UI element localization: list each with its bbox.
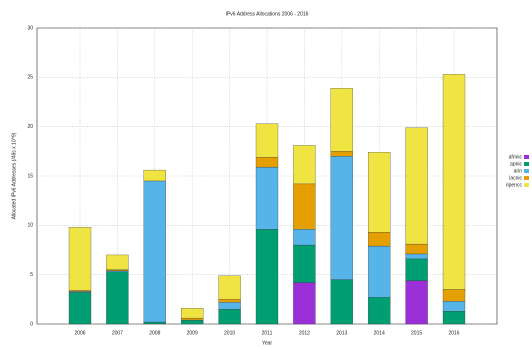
bar-segment [293, 282, 316, 325]
x-tick-label: 2012 [299, 330, 310, 336]
legend-swatch [524, 162, 529, 166]
bar-segment [442, 301, 466, 312]
y-tick-label: 15 [27, 173, 33, 179]
bar-segment [181, 317, 204, 321]
bar-segment [143, 180, 166, 323]
bar-segment [330, 151, 353, 157]
legend-label: lacnic [509, 175, 522, 181]
bar-segment [143, 169, 166, 182]
x-axis-label: Year [262, 340, 272, 346]
y-tick-label: 20 [27, 124, 33, 130]
y-tick-label: 0 [30, 321, 33, 327]
bar-segment [368, 232, 391, 247]
y-tick-label: 5 [30, 272, 33, 278]
bar-segment [255, 166, 279, 230]
bar-segment [368, 245, 391, 298]
bar-segment [293, 183, 316, 230]
x-tick-label: 2014 [374, 330, 385, 336]
bar-segment [330, 156, 353, 280]
bar-segment [181, 319, 204, 325]
bar-segment [255, 123, 279, 158]
bar-segment [218, 299, 241, 303]
bar-segment [442, 289, 466, 302]
bar-segment [218, 275, 241, 300]
legend-label: apnic [510, 161, 522, 167]
x-tick-label: 2010 [224, 330, 235, 336]
bar-segment [106, 271, 129, 325]
bar-segment [143, 321, 166, 325]
chart-title: IPv6 Address Allocations 2006 - 2016 [226, 11, 309, 17]
bar-segment [293, 244, 316, 283]
y-tick-label: 25 [27, 75, 33, 81]
x-tick-label: 2011 [262, 330, 273, 336]
x-tick-label: 2015 [411, 330, 422, 336]
y-axis-label: Allocated IPv6 Addresses (/48s x 10^9) [11, 132, 17, 219]
bar-segment [405, 253, 428, 260]
x-tick-label: 2007 [112, 330, 123, 336]
bar-segment [255, 157, 279, 168]
legend-label: ripencc [506, 182, 523, 188]
legend-label: arin [514, 168, 523, 174]
x-tick-label: 2006 [74, 330, 85, 336]
bar-segment [405, 243, 428, 255]
bar-segment [255, 229, 279, 325]
x-tick-label: 2016 [448, 330, 459, 336]
y-tick-label: 30 [27, 25, 33, 31]
bar-segment [405, 258, 428, 281]
bar-segment [293, 229, 316, 246]
bar-segment [405, 280, 428, 325]
legend-swatch [524, 176, 529, 180]
bar-segment [330, 279, 353, 325]
legend-label: afrinic [509, 154, 523, 160]
bar-segment [181, 308, 204, 319]
bar-segment [68, 292, 92, 325]
bar-segment [442, 311, 466, 325]
bar-segment [368, 152, 391, 233]
bar-segment [68, 227, 92, 291]
x-tick-label: 2008 [149, 330, 160, 336]
bar-segment [218, 302, 241, 310]
bar-segment [330, 88, 353, 152]
x-tick-label: 2009 [187, 330, 198, 336]
bar-segment [368, 297, 391, 325]
bar-segment [106, 254, 129, 270]
bar-segment [442, 74, 466, 290]
bar-segment [405, 127, 428, 245]
legend-swatch [524, 183, 529, 187]
legend-swatch [524, 169, 529, 173]
x-tick-label: 2013 [336, 330, 347, 336]
legend-swatch [524, 155, 529, 159]
bar-segment [293, 145, 316, 185]
bar-segment [218, 309, 241, 325]
y-tick-label: 10 [27, 223, 33, 229]
